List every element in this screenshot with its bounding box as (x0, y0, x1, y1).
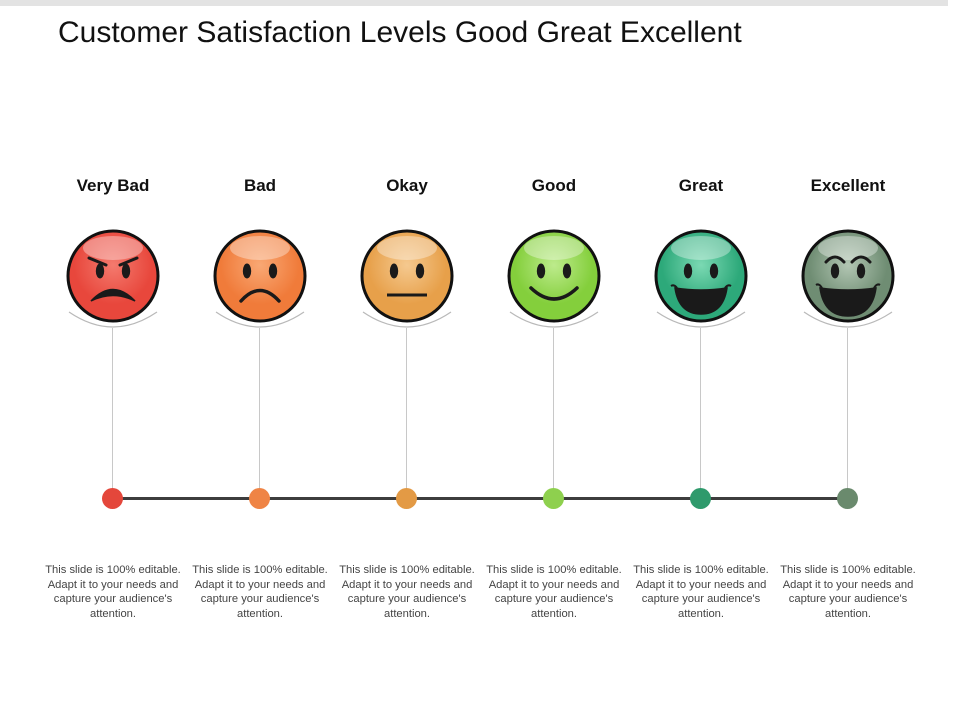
timeline-node (102, 488, 123, 509)
level-description: This slide is 100% editable. Adapt it to… (45, 564, 181, 620)
timeline-node (690, 488, 711, 509)
level-description: This slide is 100% editable. Adapt it to… (486, 564, 622, 620)
level-label: Bad (243, 176, 277, 195)
slide-title: Customer Satisfaction Levels Good Great … (58, 16, 742, 49)
level-label: Very Bad (76, 176, 150, 195)
level-okay: Okay This slide is 100% editable. Adapt … (332, 0, 482, 720)
connector-line (406, 328, 407, 490)
level-excellent: Excellent This slide is 100% editable. A… (773, 0, 923, 720)
timeline-line (112, 497, 848, 500)
level-bad: Bad This slide is 100% editable. Adapt i… (185, 0, 335, 720)
great-face-icon (647, 226, 755, 336)
excellent-face-icon (794, 226, 902, 336)
timeline-node (396, 488, 417, 509)
top-bar (0, 0, 948, 6)
level-description: This slide is 100% editable. Adapt it to… (192, 564, 328, 620)
level-description: This slide is 100% editable. Adapt it to… (339, 564, 475, 620)
connector-line (259, 328, 260, 490)
connector-line (847, 328, 848, 490)
level-good: Good This slide is 100% editable. Adapt … (479, 0, 629, 720)
level-label: Great (678, 176, 724, 195)
level-description: This slide is 100% editable. Adapt it to… (633, 564, 769, 620)
very-bad-face-icon (59, 226, 167, 336)
level-label: Good (531, 176, 577, 195)
level-description: This slide is 100% editable. Adapt it to… (780, 564, 916, 620)
timeline-node (249, 488, 270, 509)
bad-face-icon (206, 226, 314, 336)
connector-line (700, 328, 701, 490)
level-very-bad: Very Bad This slide is 100% editable. Ad… (38, 0, 188, 720)
connector-line (553, 328, 554, 490)
timeline-node (543, 488, 564, 509)
good-face-icon (500, 226, 608, 336)
level-great: Great This slide is 100% editable. Adapt… (626, 0, 776, 720)
timeline-node (837, 488, 858, 509)
okay-face-icon (353, 226, 461, 336)
level-label: Excellent (810, 176, 886, 195)
level-label: Okay (386, 176, 428, 195)
connector-line (112, 328, 113, 490)
